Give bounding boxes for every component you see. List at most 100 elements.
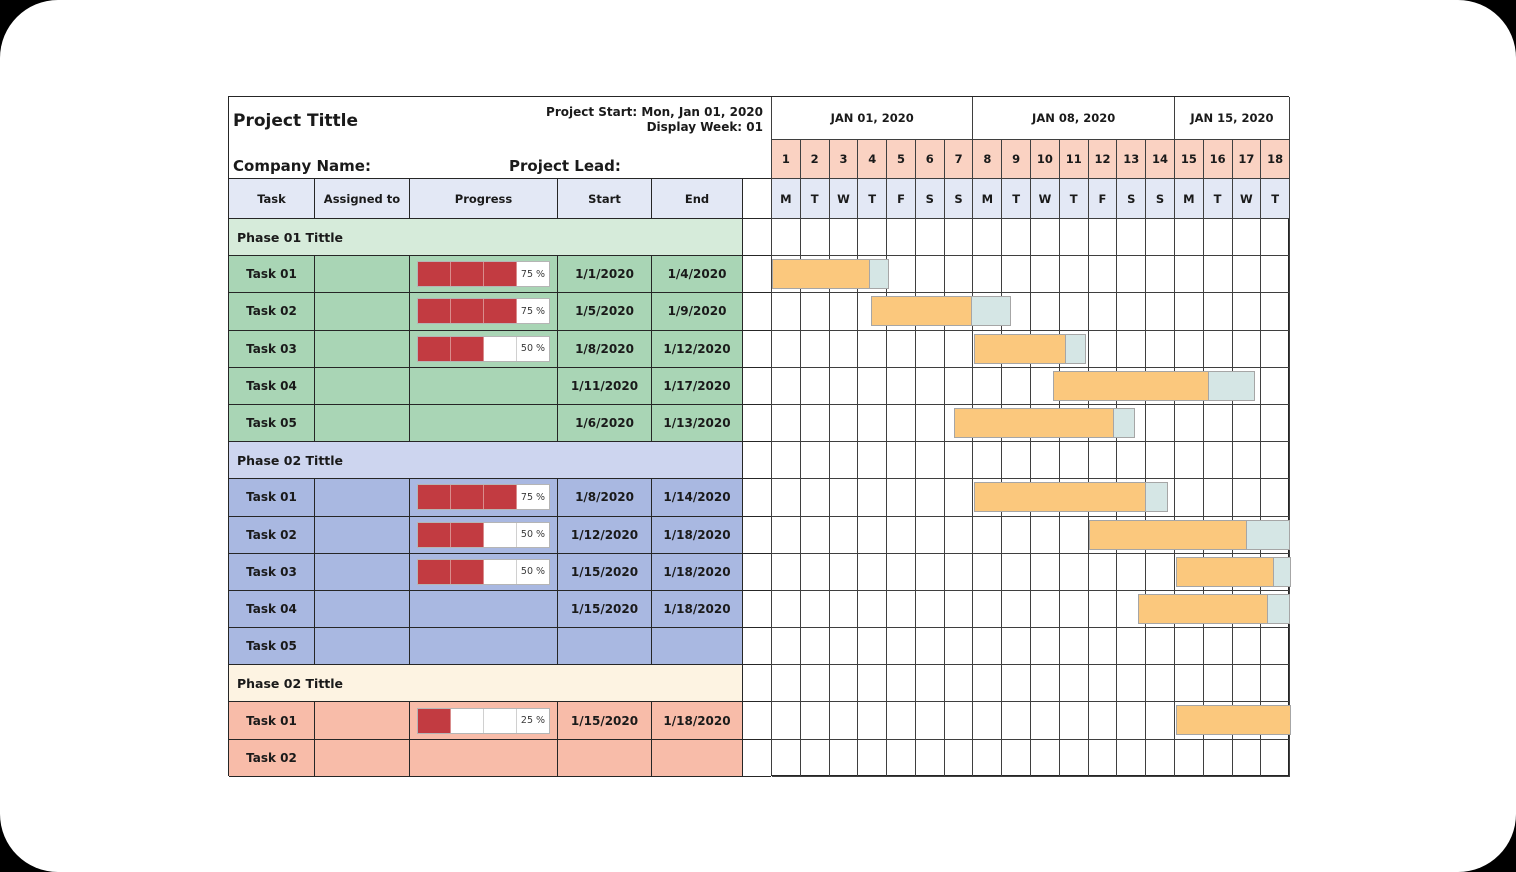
- gantt-bar[interactable]: [1053, 370, 1255, 401]
- progress-bar-widget[interactable]: 75 %: [417, 298, 550, 325]
- start-date-cell[interactable]: 1/11/2020: [558, 367, 652, 405]
- task-name-cell[interactable]: Task 03: [229, 553, 315, 591]
- progress-cell[interactable]: 50 %: [410, 553, 558, 591]
- progress-cell[interactable]: 75 %: [410, 479, 558, 517]
- assigned-to-cell[interactable]: [315, 516, 410, 554]
- end-date-cell[interactable]: 1/13/2020: [652, 404, 743, 443]
- gantt-bar[interactable]: [772, 259, 889, 290]
- gantt-bar[interactable]: [871, 296, 1012, 327]
- end-date-cell[interactable]: 1/18/2020: [652, 553, 743, 591]
- assigned-to-cell[interactable]: [315, 702, 410, 740]
- gantt-bar[interactable]: [973, 482, 1169, 513]
- assigned-to-cell[interactable]: [315, 739, 410, 777]
- gantt-bar[interactable]: [1175, 556, 1291, 587]
- gantt-bar[interactable]: [973, 333, 1087, 364]
- task-name-cell[interactable]: Task 01: [229, 256, 315, 294]
- task-name-cell[interactable]: Task 05: [229, 628, 315, 666]
- start-date-cell[interactable]: 1/15/2020: [558, 702, 652, 740]
- end-date-cell[interactable]: 1/12/2020: [652, 330, 743, 368]
- progress-bar-widget[interactable]: 50 %: [417, 521, 550, 548]
- spacer-column: [743, 739, 771, 777]
- end-date-cell[interactable]: 1/14/2020: [652, 479, 743, 517]
- task-name-cell[interactable]: Task 02: [229, 293, 315, 331]
- assigned-to-cell[interactable]: [315, 553, 410, 591]
- project-lead-label[interactable]: Project Lead:: [509, 157, 621, 175]
- gantt-grid-cell: [1261, 442, 1291, 480]
- assigned-to-cell[interactable]: [315, 256, 410, 294]
- gantt-row-phase-02-tittle-task-01: [772, 702, 1291, 740]
- progress-cell[interactable]: [410, 628, 558, 666]
- task-name-cell[interactable]: Task 01: [229, 479, 315, 517]
- phase-title[interactable]: Phase 02 Tittle: [229, 665, 743, 703]
- end-date-cell[interactable]: [652, 739, 743, 777]
- progress-bar-widget[interactable]: 25 %: [417, 707, 550, 734]
- gantt-bar-remaining: [1208, 371, 1254, 400]
- start-date-cell[interactable]: [558, 739, 652, 777]
- project-start-value[interactable]: Mon, Jan 01, 2020: [641, 105, 763, 119]
- task-name-cell[interactable]: Task 05: [229, 404, 315, 443]
- assigned-to-cell[interactable]: [315, 367, 410, 405]
- project-title[interactable]: Project Tittle: [233, 111, 359, 131]
- progress-cell[interactable]: 75 %: [410, 256, 558, 294]
- end-date-cell[interactable]: 1/4/2020: [652, 256, 743, 294]
- day-number-7: 7: [944, 140, 974, 179]
- progress-cell[interactable]: 50 %: [410, 516, 558, 554]
- gantt-bar[interactable]: [1089, 519, 1290, 550]
- task-name-cell[interactable]: Task 02: [229, 516, 315, 554]
- progress-bar-widget[interactable]: 50 %: [417, 335, 550, 362]
- assigned-to-cell[interactable]: [315, 479, 410, 517]
- assigned-to-cell[interactable]: [315, 590, 410, 629]
- gantt-bar[interactable]: [953, 407, 1136, 438]
- task-name-cell[interactable]: Task 01: [229, 702, 315, 740]
- gantt-bar-remaining: [970, 297, 1011, 326]
- end-date-cell[interactable]: 1/18/2020: [652, 590, 743, 629]
- progress-cell[interactable]: [410, 404, 558, 443]
- gantt-grid-cell: [800, 367, 830, 405]
- assigned-to-cell[interactable]: [315, 330, 410, 368]
- gantt-grid-cell: [887, 665, 916, 703]
- table-row: Task 04 1/15/2020 1/18/2020: [229, 590, 771, 629]
- progress-cell[interactable]: 75 %: [410, 293, 558, 331]
- start-date-cell[interactable]: 1/8/2020: [558, 479, 652, 517]
- end-date-cell[interactable]: 1/9/2020: [652, 293, 743, 331]
- gantt-bar[interactable]: [1175, 705, 1291, 736]
- task-name-cell[interactable]: Task 03: [229, 330, 315, 368]
- company-name-label[interactable]: Company Name:: [233, 157, 371, 175]
- day-letter-9: T: [1002, 179, 1032, 219]
- gantt-grid-cell: [1174, 404, 1204, 443]
- progress-cell[interactable]: [410, 590, 558, 629]
- phase-title[interactable]: Phase 02 Tittle: [229, 442, 743, 480]
- progress-cell[interactable]: [410, 367, 558, 405]
- end-date-cell[interactable]: 1/17/2020: [652, 367, 743, 405]
- start-date-cell[interactable]: 1/5/2020: [558, 293, 652, 331]
- gantt-grid-cell: [858, 628, 888, 666]
- assigned-to-cell[interactable]: [315, 293, 410, 331]
- gantt-bar[interactable]: [1138, 593, 1290, 624]
- progress-bar-widget[interactable]: 50 %: [417, 558, 550, 585]
- day-letter-11: T: [1059, 179, 1089, 219]
- task-name-cell[interactable]: Task 04: [229, 367, 315, 405]
- progress-cell[interactable]: [410, 739, 558, 777]
- progress-bar-widget[interactable]: 75 %: [417, 484, 550, 511]
- progress-bar-widget[interactable]: 75 %: [417, 261, 550, 288]
- start-date-cell[interactable]: 1/12/2020: [558, 516, 652, 554]
- start-date-cell[interactable]: 1/1/2020: [558, 256, 652, 294]
- progress-cell[interactable]: 25 %: [410, 702, 558, 740]
- start-date-cell[interactable]: 1/8/2020: [558, 330, 652, 368]
- task-name-cell[interactable]: Task 02: [229, 739, 315, 777]
- start-date-cell[interactable]: 1/15/2020: [558, 553, 652, 591]
- progress-cell[interactable]: 50 %: [410, 330, 558, 368]
- start-date-cell[interactable]: 1/15/2020: [558, 590, 652, 629]
- assigned-to-cell[interactable]: [315, 404, 410, 443]
- end-date-cell[interactable]: 1/18/2020: [652, 516, 743, 554]
- task-name-cell[interactable]: Task 04: [229, 590, 315, 629]
- display-week-value[interactable]: 01: [746, 120, 763, 134]
- phase-title[interactable]: Phase 01 Tittle: [229, 219, 743, 257]
- end-date-cell[interactable]: 1/18/2020: [652, 702, 743, 740]
- start-date-cell[interactable]: [558, 628, 652, 666]
- start-date-cell[interactable]: 1/6/2020: [558, 404, 652, 443]
- end-date-cell[interactable]: [652, 628, 743, 666]
- gantt-grid-cell: [1031, 219, 1060, 257]
- gantt-row-phase-01-tittle-task-05: [772, 404, 1291, 443]
- assigned-to-cell[interactable]: [315, 628, 410, 666]
